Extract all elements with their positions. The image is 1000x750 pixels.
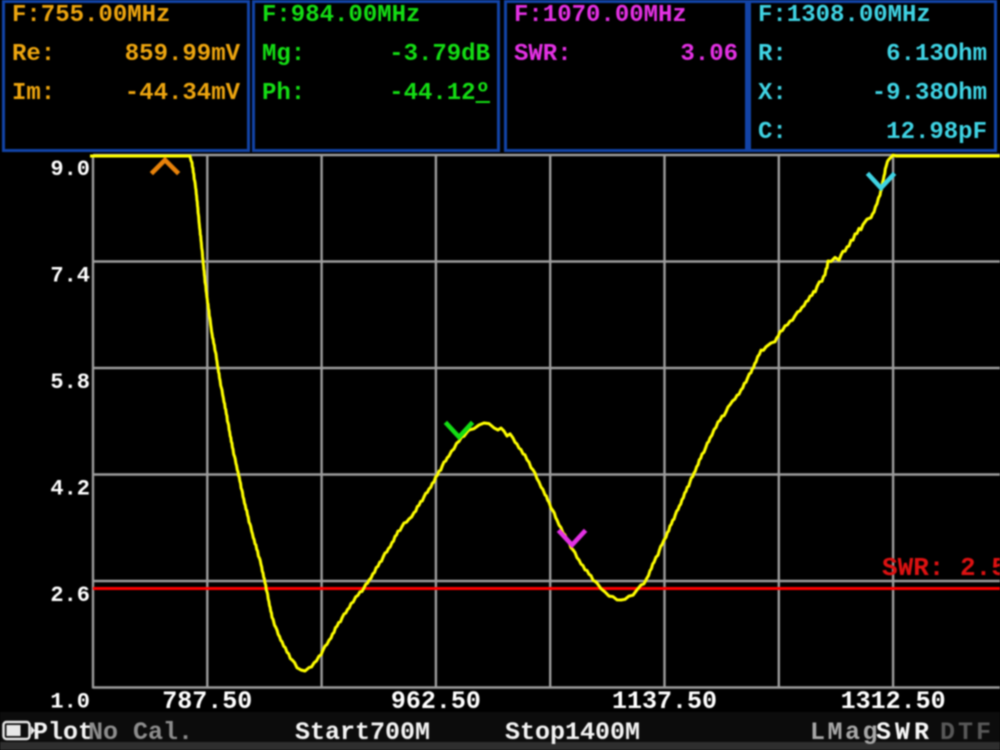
svg-text:7.4: 7.4 [50, 264, 90, 289]
svg-text:9.0: 9.0 [50, 157, 90, 182]
svg-text:962.50: 962.50 [391, 687, 481, 716]
svg-text:4.2: 4.2 [50, 477, 90, 502]
svg-text:2.6: 2.6 [50, 583, 90, 608]
svg-text:5.8: 5.8 [50, 370, 90, 395]
svg-text:1312.50: 1312.50 [841, 687, 946, 716]
svg-text:1.0: 1.0 [50, 690, 90, 715]
svg-text:1137.50: 1137.50 [612, 687, 717, 716]
svg-text:787.50: 787.50 [162, 687, 252, 716]
svg-text:SWR: 2.5: SWR: 2.5 [882, 553, 1000, 583]
